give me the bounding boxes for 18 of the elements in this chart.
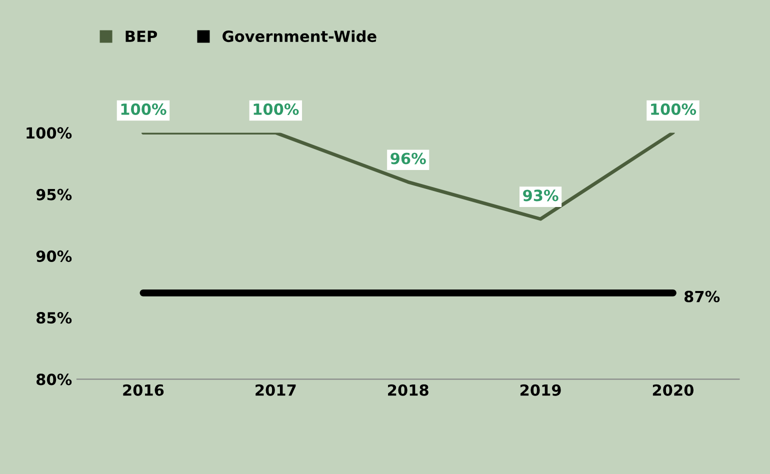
data-label: 100% xyxy=(121,103,166,115)
legend-label: BEP xyxy=(126,30,158,42)
x-tick-label: 2018 xyxy=(388,384,428,396)
x-tick-label: 2020 xyxy=(652,384,694,396)
legend-label: Government-Wide xyxy=(222,30,376,42)
y-tick-label: 80% xyxy=(36,374,72,386)
x-tick-label: 2019 xyxy=(520,384,561,396)
data-label: 96% xyxy=(390,152,426,164)
data-label: 87% xyxy=(684,290,720,302)
y-tick-label: 100% xyxy=(26,127,72,139)
x-tick-label: 2017 xyxy=(256,384,296,396)
data-label: 100% xyxy=(651,103,696,115)
y-tick-label: 90% xyxy=(36,250,72,262)
y-tick-label: 85% xyxy=(36,312,72,324)
y-tick-label: 95% xyxy=(36,188,72,200)
data-label: 93% xyxy=(523,190,558,202)
x-tick-label: 2016 xyxy=(123,384,164,396)
data-label: 100% xyxy=(254,103,299,115)
